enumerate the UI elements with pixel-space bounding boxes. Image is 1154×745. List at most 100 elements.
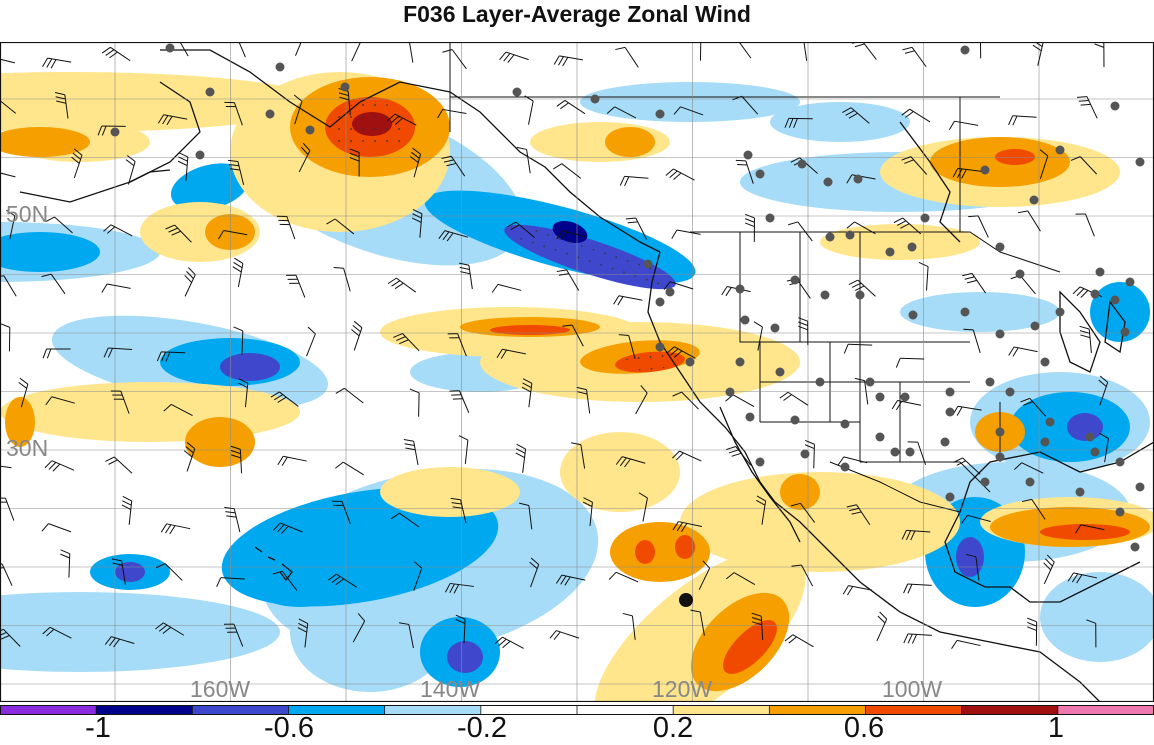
colorbar [0, 705, 1154, 715]
station-dot [196, 151, 205, 160]
colorbar-tick-label: 0.6 [844, 712, 884, 745]
lat-label-50n: 50N [6, 201, 48, 227]
station-dot [1046, 418, 1055, 427]
station-dot [946, 493, 955, 502]
station-dot [1056, 146, 1065, 155]
contour-region [956, 537, 984, 577]
station-dot [1091, 448, 1100, 457]
contour-region [447, 641, 483, 673]
lat-label-30n: 30N [6, 435, 48, 461]
station-dot [1016, 270, 1025, 279]
contour-region [635, 540, 655, 564]
station-dot [513, 88, 522, 97]
station-dot [841, 463, 850, 472]
contour-region [185, 417, 255, 467]
contour-region [380, 467, 520, 517]
station-dot [981, 166, 990, 175]
station-dot [656, 343, 665, 352]
station-dot [111, 128, 120, 137]
station-dot [854, 175, 863, 184]
station-dot [986, 378, 995, 387]
station-dot [961, 308, 970, 317]
station-dot [1111, 296, 1120, 305]
station-dot [921, 214, 930, 223]
station-dot [686, 358, 695, 367]
station-dot [821, 291, 830, 300]
station-dot [1116, 458, 1125, 467]
colorbar-swatch [0, 705, 97, 715]
station-dot [876, 393, 885, 402]
station-dot [996, 453, 1005, 462]
colorbar-swatch [962, 705, 1059, 715]
station-dot [801, 450, 810, 459]
station-dot [341, 83, 350, 92]
station-dot [946, 388, 955, 397]
station-dot [306, 126, 315, 135]
contour-region [1040, 524, 1130, 540]
highlight-station [679, 593, 693, 607]
station-dot [1136, 483, 1145, 492]
station-dot [996, 330, 1005, 339]
wind-map: 50N 30N 160W 140W 120W 100W [0, 42, 1154, 702]
colorbar-tick-label: 1 [1048, 712, 1064, 745]
colorbar-swatch [1058, 705, 1154, 715]
station-dot [1076, 488, 1085, 497]
station-dot [1026, 478, 1035, 487]
station-dot [941, 438, 950, 447]
station-dot [666, 288, 675, 297]
lon-label-100w: 100W [882, 676, 942, 702]
map-title: F036 Layer-Average Zonal Wind [0, 0, 1154, 40]
contour-region [605, 127, 655, 157]
contour-region [220, 353, 280, 381]
station-dot [736, 285, 745, 294]
station-dot [741, 316, 750, 325]
station-dot [996, 428, 1005, 437]
station-dot [766, 214, 775, 223]
station-dot [276, 63, 285, 72]
station-dot [206, 88, 215, 97]
contour-region [820, 224, 980, 260]
station-dot [826, 233, 835, 242]
station-dot [1096, 268, 1105, 277]
station-dot [1041, 358, 1050, 367]
lon-label-160w: 160W [190, 676, 250, 702]
contour-region [770, 102, 910, 142]
contour-region [490, 325, 570, 335]
station-dot [166, 44, 175, 53]
station-dot [726, 388, 735, 397]
contour-region [780, 474, 820, 510]
station-dot [591, 95, 600, 104]
station-dot [656, 298, 665, 307]
station-dot [1006, 388, 1015, 397]
contour-region [680, 472, 960, 572]
station-dot [1136, 158, 1145, 167]
station-dot [906, 448, 915, 457]
station-dot [841, 420, 850, 429]
station-dot [961, 46, 970, 55]
station-dot [1031, 322, 1040, 331]
station-dot [744, 151, 753, 160]
station-dot [886, 248, 895, 257]
contour-region [1067, 413, 1103, 441]
station-dot [1126, 278, 1135, 287]
station-dot [891, 448, 900, 457]
colorbar-tick-label: -0.6 [264, 712, 314, 745]
lon-label-120w: 120W [652, 676, 712, 702]
station-dot [908, 243, 917, 252]
station-dot [746, 413, 755, 422]
lon-label-140w: 140W [420, 676, 480, 702]
station-dot [656, 110, 665, 119]
station-dot [1086, 433, 1095, 442]
station-dot [1091, 290, 1100, 299]
contour-region [0, 382, 300, 442]
contour-region [675, 535, 695, 559]
station-dot [909, 311, 918, 320]
station-dot [1121, 328, 1130, 337]
station-dot [1131, 543, 1140, 552]
station-dot [791, 416, 800, 425]
station-dot [876, 433, 885, 442]
station-dot [1056, 308, 1065, 317]
colorbar-tick-label: 0.2 [653, 712, 693, 745]
station-dot [776, 368, 785, 377]
colorbar-tick-label: -1 [85, 712, 111, 745]
